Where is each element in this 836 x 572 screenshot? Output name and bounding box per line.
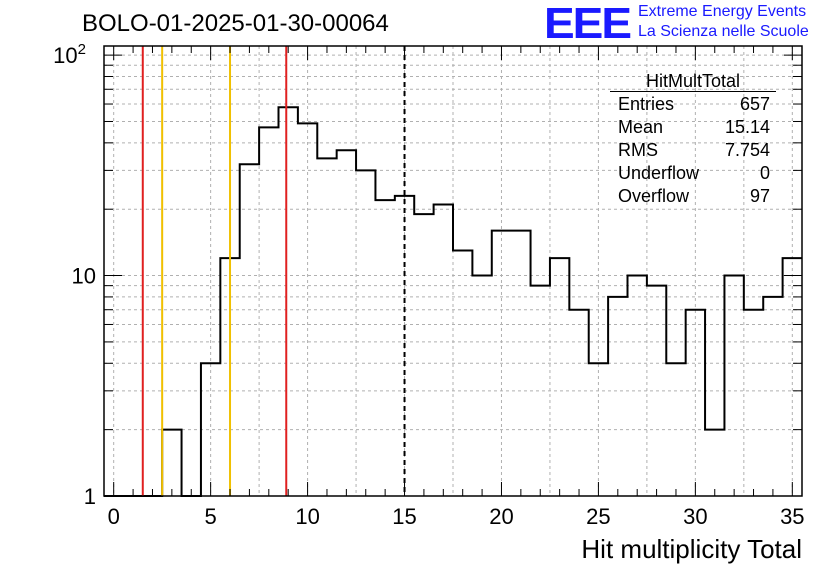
y-tick-label: 1 bbox=[84, 484, 96, 509]
histogram-bin bbox=[414, 214, 433, 496]
y-tick-label: 102 bbox=[53, 41, 86, 68]
histogram-bin bbox=[783, 258, 802, 496]
axis-ticks bbox=[104, 46, 802, 497]
histogram-bin bbox=[763, 297, 782, 496]
histogram-bin bbox=[337, 150, 356, 496]
brand-line-1: Extreme Energy Events bbox=[638, 3, 807, 20]
stats-value: 657 bbox=[739, 94, 770, 114]
histogram-bin bbox=[569, 310, 588, 496]
histogram-bin bbox=[511, 231, 530, 496]
x-tick-label: 5 bbox=[205, 504, 217, 529]
x-axis-title: Hit multiplicity Total bbox=[581, 534, 802, 564]
x-tick-label: 25 bbox=[586, 504, 610, 529]
stats-label: RMS bbox=[618, 140, 658, 160]
histogram-bin bbox=[647, 286, 666, 496]
histogram-bin bbox=[162, 430, 181, 496]
histogram-bin bbox=[472, 276, 491, 496]
histogram-bin bbox=[375, 200, 394, 496]
histogram-bars bbox=[104, 106, 802, 497]
stats-value: 97 bbox=[749, 186, 770, 206]
x-tick-label: 10 bbox=[295, 504, 319, 529]
grid bbox=[104, 46, 802, 497]
stats-row-underflow: Underflow 0 bbox=[610, 162, 776, 185]
y-tick-label: 10 bbox=[72, 264, 96, 289]
histogram-bin bbox=[492, 231, 511, 496]
histogram-bin bbox=[666, 363, 685, 496]
histogram-bin bbox=[259, 127, 278, 496]
stats-row-entries: Entries 657 bbox=[610, 93, 776, 116]
stats-row-rms: RMS 7.754 bbox=[610, 139, 776, 162]
plot-frame bbox=[103, 45, 803, 497]
histogram-bin bbox=[531, 286, 550, 496]
histogram-bin bbox=[240, 164, 259, 496]
histogram-outline bbox=[104, 106, 802, 497]
stats-title: HitMultTotal bbox=[610, 71, 776, 92]
histogram-bin bbox=[686, 310, 705, 496]
stats-box: HitMultTotal Entries 657 Mean 15.14 RMS … bbox=[610, 71, 776, 208]
stats-value: 0 bbox=[759, 163, 770, 183]
x-tick-label: 30 bbox=[683, 504, 707, 529]
histogram-bin bbox=[201, 363, 220, 496]
tick-labels: 0 5 10 15 20 25 30 35 1 10 102 bbox=[53, 41, 804, 529]
histogram-bin bbox=[705, 430, 724, 496]
reference-lines bbox=[141, 46, 406, 496]
stats-value: 7.754 bbox=[724, 140, 770, 160]
histogram-bin bbox=[550, 258, 569, 496]
stats-label: Mean bbox=[618, 117, 664, 137]
histogram-bin bbox=[608, 297, 627, 496]
brand-line-2: La Scienza nelle Scuole bbox=[638, 23, 809, 40]
histogram-bin bbox=[317, 158, 336, 496]
stats-label: Underflow bbox=[618, 163, 700, 183]
histogram-bin bbox=[356, 170, 375, 496]
chart-title: BOLO-01-2025-01-30-00064 bbox=[82, 10, 389, 37]
stats-label: Entries bbox=[618, 94, 675, 114]
histogram-bin bbox=[589, 363, 608, 496]
eee-logo: EEE bbox=[544, 0, 632, 48]
histogram-bin bbox=[453, 250, 472, 496]
histogram-bin bbox=[434, 205, 453, 496]
histogram-bin bbox=[279, 107, 298, 496]
x-tick-label: 15 bbox=[392, 504, 416, 529]
stats-row-mean: Mean 15.14 bbox=[610, 116, 776, 139]
stats-value: 15.14 bbox=[724, 117, 770, 137]
histogram-bin bbox=[628, 276, 647, 496]
histogram-bin bbox=[744, 310, 763, 496]
stats-label: Overflow bbox=[618, 186, 690, 206]
stats-row-overflow: Overflow 97 bbox=[610, 185, 776, 208]
x-tick-label: 0 bbox=[108, 504, 120, 529]
x-tick-label: 35 bbox=[780, 504, 804, 529]
histogram-bin bbox=[298, 123, 317, 496]
x-tick-label: 20 bbox=[489, 504, 513, 529]
histogram-bin bbox=[724, 276, 743, 496]
